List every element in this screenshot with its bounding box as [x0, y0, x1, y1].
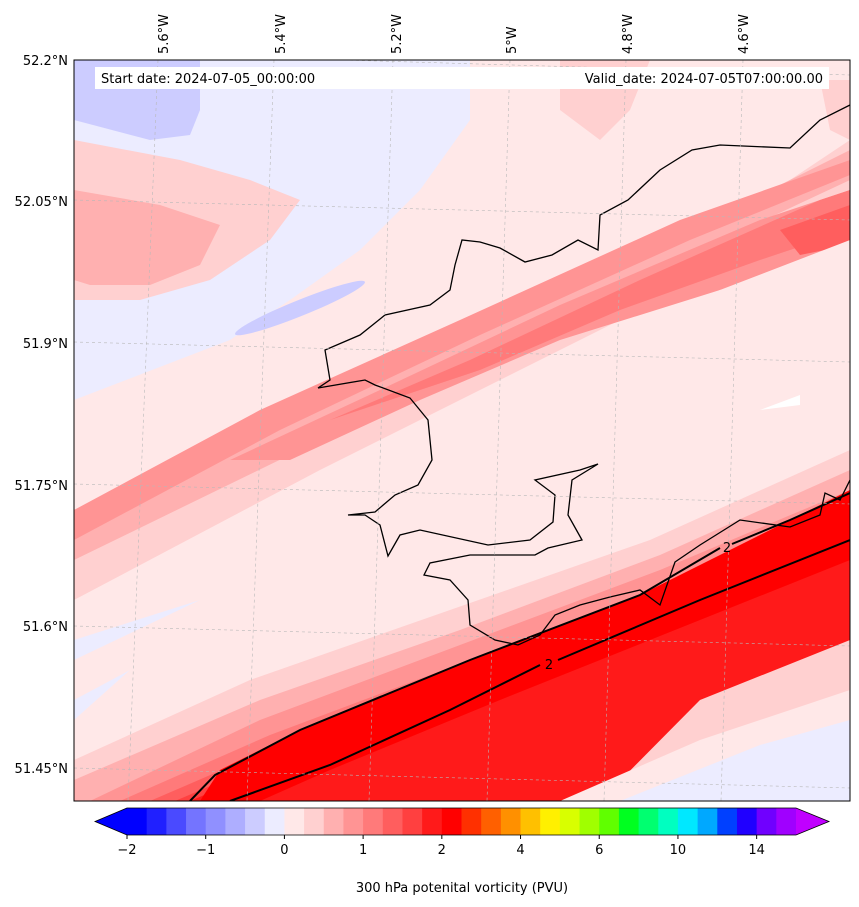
colorbar — [93, 807, 831, 836]
colorbar-segment — [579, 808, 600, 835]
lon-label: 4.6°W — [737, 14, 752, 54]
colorbar-tick-label: 4 — [516, 843, 524, 858]
colorbar-segment — [382, 808, 403, 835]
colorbar-tick-label: 10 — [670, 843, 687, 858]
colorbar-tick-label: 0 — [280, 843, 288, 858]
colorbar-segment — [422, 808, 443, 835]
colorbar-tick-label: 14 — [748, 843, 765, 858]
colorbar-segment — [756, 808, 777, 835]
start-date-text: Start date: 2024-07-05_00:00:00 — [101, 72, 315, 87]
colorbar-segment — [677, 808, 699, 835]
colorbar-ticks: −2 −1 0 1 2 4 6 10 14 — [117, 835, 765, 858]
valid-date-text: Valid_date: 2024-07-05T07:00:00.00 — [585, 72, 823, 87]
colorbar-segment — [225, 808, 246, 835]
colorbar-segment — [186, 808, 207, 835]
lon-label: 5.4°W — [274, 14, 289, 54]
colorbar-tick-label: 6 — [595, 843, 603, 858]
pv-2-contour-lower — [229, 539, 850, 801]
colorbar-tick-label: −1 — [196, 843, 215, 858]
graticule — [74, 60, 850, 801]
pv-2-contour-upper — [189, 492, 850, 801]
colorbar-segment — [343, 808, 364, 835]
colorbar-segment — [461, 808, 482, 835]
pv-field — [74, 60, 850, 801]
colorbar-segment — [205, 808, 226, 835]
contour-label-lower: 2 — [545, 658, 553, 673]
colorbar-segment — [599, 808, 620, 835]
colorbar-segment — [323, 808, 344, 835]
colorbar-segment — [304, 808, 325, 835]
coastline-pembroke — [317, 379, 850, 646]
lon-label: 5.2°W — [390, 14, 405, 54]
colorbar-segment — [638, 808, 659, 835]
colorbar-segment — [166, 808, 187, 835]
colorbar-segment — [127, 808, 148, 835]
lon-label: 5°W — [505, 26, 520, 54]
lat-label: 52.05°N — [15, 195, 68, 210]
lat-label: 51.75°N — [15, 479, 68, 494]
colorbar-segment — [520, 808, 541, 835]
lat-label: 51.45°N — [15, 762, 68, 777]
colorbar-over-arrow — [796, 808, 829, 835]
coastline-north — [317, 104, 850, 389]
colorbar-under-arrow — [95, 808, 127, 835]
lat-label: 51.9°N — [23, 337, 68, 352]
contour-label-upper: 2 — [723, 541, 731, 556]
lon-label: 4.8°W — [621, 14, 636, 54]
lat-label: 52.2°N — [23, 54, 68, 69]
colorbar-label: 300 hPa potenital vorticity (PVU) — [356, 881, 568, 896]
colorbar-segment — [284, 808, 305, 835]
lat-label: 51.6°N — [23, 620, 68, 635]
lon-label: 5.6°W — [157, 14, 172, 54]
colorbar-segment — [717, 808, 738, 835]
colorbar-segment — [481, 808, 502, 835]
colorbar-segment — [146, 808, 167, 835]
colorbar-segment — [441, 808, 462, 835]
colorbar-segment — [540, 808, 561, 835]
colorbar-tick-label: −2 — [117, 843, 136, 858]
colorbar-segment — [500, 808, 522, 835]
colorbar-segment — [776, 808, 797, 835]
colorbar-tick-label: 1 — [359, 843, 367, 858]
colorbar-outline — [93, 807, 831, 836]
colorbar-segment — [736, 808, 758, 835]
colorbar-segment — [245, 808, 266, 835]
colorbar-tick-label: 2 — [438, 843, 446, 858]
colorbar-segment — [559, 808, 581, 835]
colorbar-segment — [658, 808, 679, 835]
colorbar-segment — [264, 808, 285, 835]
map-frame — [73, 59, 851, 802]
colorbar-segment — [618, 808, 640, 835]
colorbar-segment — [402, 808, 423, 835]
colorbar-segment — [697, 808, 718, 835]
colorbar-segment — [363, 808, 384, 835]
info-box — [95, 67, 829, 89]
